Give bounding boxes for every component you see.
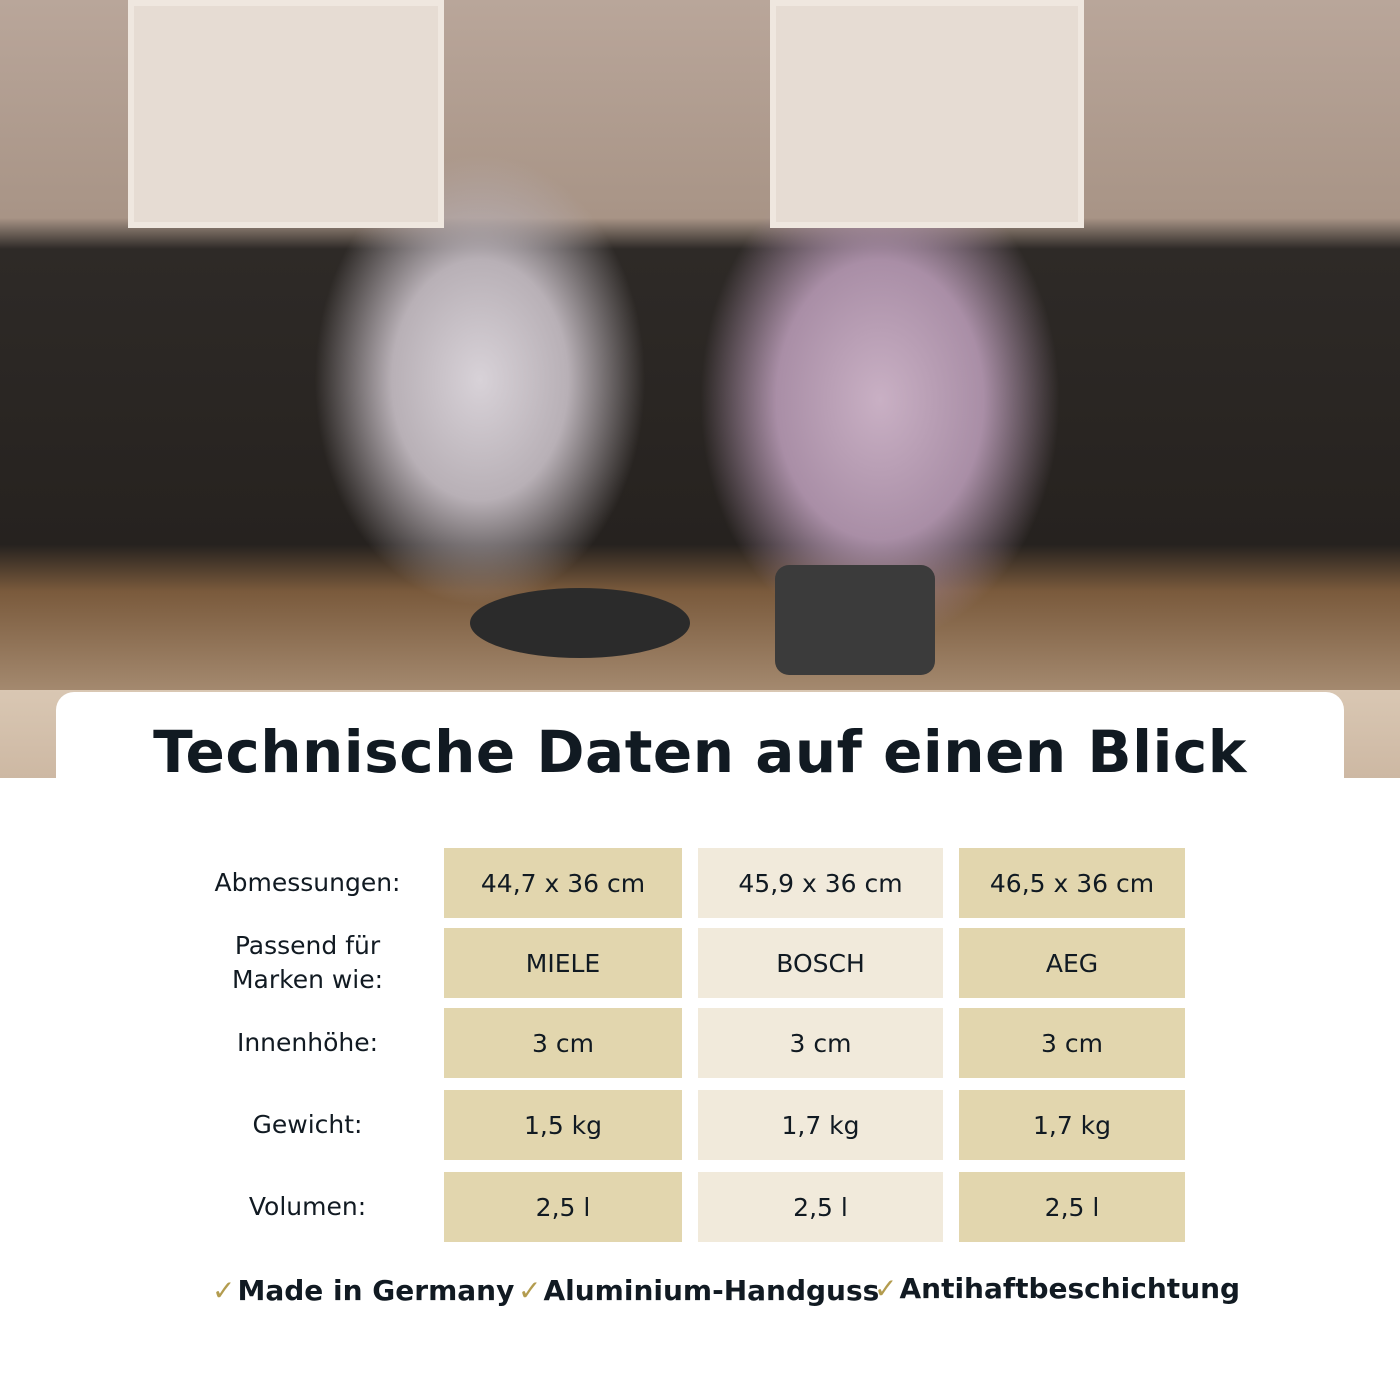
table-cell: MIELE <box>444 928 682 998</box>
row-label: Volumen: <box>248 1192 367 1221</box>
hero-photo-kitchen-couple-cooking <box>0 0 1400 778</box>
table-cell: 46,5 x 36 cm <box>959 848 1185 918</box>
check-icon: ✓ <box>518 1274 542 1307</box>
check-icon: ✓ <box>874 1272 898 1305</box>
cooking-pot <box>775 565 935 675</box>
content-card <box>56 692 1344 812</box>
table-cell: 44,7 x 36 cm <box>444 848 682 918</box>
row-label: Innenhöhe: <box>236 1028 379 1057</box>
table-cell: 3 cm <box>698 1008 943 1078</box>
kitchen-shelf <box>128 0 444 228</box>
row-label: Passend für Marken wie: <box>231 931 384 994</box>
table-cell: 2,5 l <box>698 1172 943 1242</box>
feature-aluminium-handguss: ✓Aluminium-Handguss <box>518 1274 879 1307</box>
row-label: Gewicht: <box>252 1110 363 1139</box>
table-cell: 1,7 kg <box>698 1090 943 1160</box>
page-title: Technische Daten auf einen Blick <box>153 718 1247 786</box>
feature-made-in-germany: ✓Made in Germany <box>212 1274 514 1307</box>
feature-label: Made in Germany <box>237 1274 515 1307</box>
feature-antihaftbeschichtung: ✓Antihaftbeschichtung <box>874 1272 1240 1305</box>
table-cell: 1,7 kg <box>959 1090 1185 1160</box>
frying-pan <box>470 588 690 658</box>
table-cell: BOSCH <box>698 928 943 998</box>
row-label: Abmessungen: <box>214 868 401 897</box>
table-cell: 3 cm <box>444 1008 682 1078</box>
table-cell: 3 cm <box>959 1008 1185 1078</box>
table-cell: 45,9 x 36 cm <box>698 848 943 918</box>
kitchen-shelf <box>770 0 1084 228</box>
feature-label: Aluminium-Handguss <box>543 1274 880 1307</box>
table-cell: 1,5 kg <box>444 1090 682 1160</box>
feature-label: Antihaftbeschichtung <box>899 1272 1241 1305</box>
table-cell: AEG <box>959 928 1185 998</box>
table-cell: 2,5 l <box>959 1172 1185 1242</box>
table-cell: 2,5 l <box>444 1172 682 1242</box>
check-icon: ✓ <box>212 1274 236 1307</box>
